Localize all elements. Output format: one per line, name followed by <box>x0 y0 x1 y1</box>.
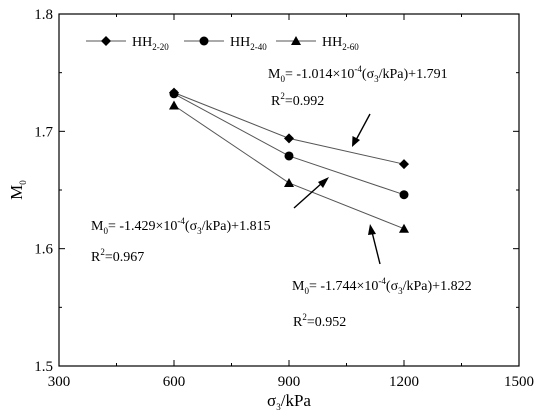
series-markers <box>169 87 409 233</box>
equation-2: M0= -1.429×10-4(σ3/kPa)+1.815 <box>91 216 271 236</box>
diamond-marker-icon <box>101 36 111 46</box>
data-point-triangle <box>169 100 179 110</box>
annotation-hh2-60: M0= -1.744×10-4(σ3/kPa)+1.822 R2=0.952 <box>292 224 472 330</box>
r-squared-3: R2=0.952 <box>293 312 346 330</box>
r-squared-2: R2=0.967 <box>91 247 144 265</box>
r-squared-1: R2=0.992 <box>271 91 324 109</box>
x-tick-label: 1500 <box>504 374 534 390</box>
y-tick-label: 1.5 <box>34 359 53 375</box>
data-point-diamond <box>399 159 409 170</box>
data-point-circle <box>284 151 294 161</box>
arrow-icon <box>352 113 371 147</box>
series-lines <box>173 92 405 230</box>
legend-entry-hh2-40: HH2-40 <box>184 35 267 52</box>
y-axis-title: M0 <box>7 180 28 200</box>
axis-ticks: 300 600 900 1200 1500 1.5 1.6 1.7 1.8 <box>34 7 534 390</box>
arrow-icon <box>293 177 329 209</box>
x-tick-label: 900 <box>278 374 301 390</box>
x-tick-label: 1200 <box>389 374 419 390</box>
svg-text:HH2-40: HH2-40 <box>230 35 267 52</box>
series-line-3 <box>173 105 405 230</box>
circle-marker-icon <box>199 36 209 46</box>
data-point-triangle <box>399 223 409 233</box>
y-tick-label: 1.8 <box>34 7 53 23</box>
triangle-marker-icon <box>291 36 301 45</box>
legend-entry-hh2-20: HH2-20 <box>86 35 169 52</box>
equation-3: M0= -1.744×10-4(σ3/kPa)+1.822 <box>292 276 472 296</box>
x-axis-title: σ3/kPa <box>267 391 311 412</box>
legend: HH2-20 HH2-40 HH2-60 <box>86 35 359 52</box>
svg-text:HH2-20: HH2-20 <box>132 35 169 52</box>
x-tick-label: 600 <box>163 374 186 390</box>
legend-entry-hh2-60: HH2-60 <box>276 35 359 52</box>
data-point-circle <box>399 190 409 200</box>
annotation-hh2-20: M0= -1.014×10-4(σ3/kPa)+1.791 R2=0.992 <box>268 64 448 147</box>
annotation-hh2-40: M0= -1.429×10-4(σ3/kPa)+1.815 R2=0.967 <box>91 177 329 265</box>
y-tick-label: 1.6 <box>34 242 53 258</box>
arrow-icon <box>368 224 381 265</box>
x-tick-label: 300 <box>48 374 71 390</box>
equation-1: M0= -1.014×10-4(σ3/kPa)+1.791 <box>268 64 448 84</box>
y-tick-label: 1.7 <box>34 124 53 140</box>
svg-text:HH2-60: HH2-60 <box>322 35 359 52</box>
data-point-diamond <box>284 133 294 144</box>
data-point-triangle <box>284 177 294 187</box>
data-point-circle <box>169 89 179 99</box>
